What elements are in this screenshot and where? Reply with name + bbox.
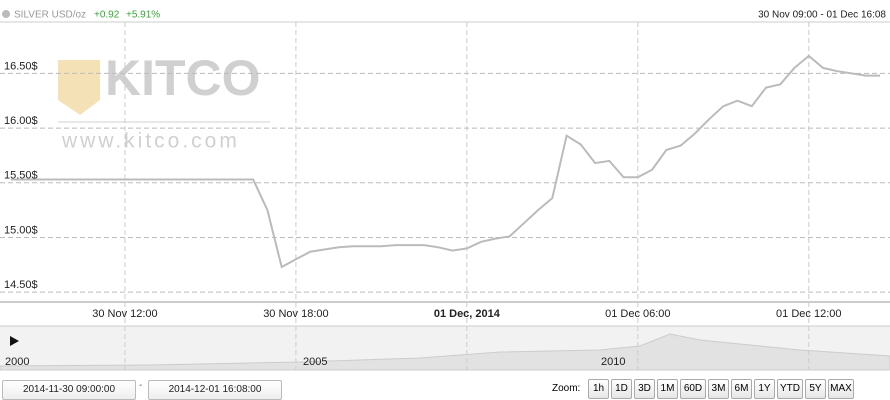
watermark: KITCO www.kitco.com xyxy=(58,50,270,153)
x-tick-label: 01 Dec, 2014 xyxy=(434,308,501,320)
zoom-button[interactable]: 3D xyxy=(634,379,655,399)
instrument: SILVER USD/oz xyxy=(14,10,86,21)
from-input[interactable]: 2014-11-30 09:00:00 xyxy=(2,380,136,400)
zoom-button[interactable]: 1h xyxy=(588,379,609,399)
y-tick-label: 16.00$ xyxy=(4,115,38,127)
zoom-button[interactable]: 3M xyxy=(708,379,729,399)
navigator-year: 2005 xyxy=(303,356,327,368)
x-tick-label: 01 Dec 12:00 xyxy=(776,308,841,320)
x-tick-label: 01 Dec 06:00 xyxy=(605,308,670,320)
logo-url: www.kitco.com xyxy=(61,130,240,153)
price-line xyxy=(11,54,880,269)
zoom-button[interactable]: 6M xyxy=(731,379,752,399)
zoom-button[interactable]: 1M xyxy=(657,379,678,399)
play-icon[interactable] xyxy=(10,336,19,346)
separator: - xyxy=(139,380,143,391)
logo: KITCO xyxy=(105,50,261,106)
change-pct: +5.91% xyxy=(126,10,160,21)
y-tick-label: 14.50$ xyxy=(4,279,38,291)
y-tick-label: 15.00$ xyxy=(4,224,38,236)
x-tick-label: 30 Nov 18:00 xyxy=(263,308,328,320)
series-dot xyxy=(2,10,10,18)
zoom-button[interactable]: 1Y xyxy=(754,379,775,399)
navigator-year: 2000 xyxy=(5,356,29,368)
zoom-button[interactable]: 5Y xyxy=(805,379,826,399)
zoom-button[interactable]: YTD xyxy=(777,379,803,399)
change: +0.92 xyxy=(94,10,120,21)
x-tick-label: 30 Nov 12:00 xyxy=(92,308,157,320)
zoom-button[interactable]: 60D xyxy=(680,379,706,399)
logo-icon xyxy=(58,60,100,115)
zoom-label: Zoom: xyxy=(552,383,581,394)
zoom-button[interactable]: MAX xyxy=(828,379,854,399)
range-label: 30 Nov 09:00 - 01 Dec 16:08 xyxy=(758,10,886,21)
navigator-area xyxy=(0,333,890,371)
y-tick-label: 16.50$ xyxy=(4,60,38,72)
zoom-button[interactable]: 1D xyxy=(611,379,632,399)
navigator-year: 2010 xyxy=(601,356,625,368)
chart: SILVER USD/oz +0.92 +5.91% 30 Nov 09:00 … xyxy=(0,10,890,371)
to-input[interactable]: 2014-12-01 16:08:00 xyxy=(148,380,282,400)
